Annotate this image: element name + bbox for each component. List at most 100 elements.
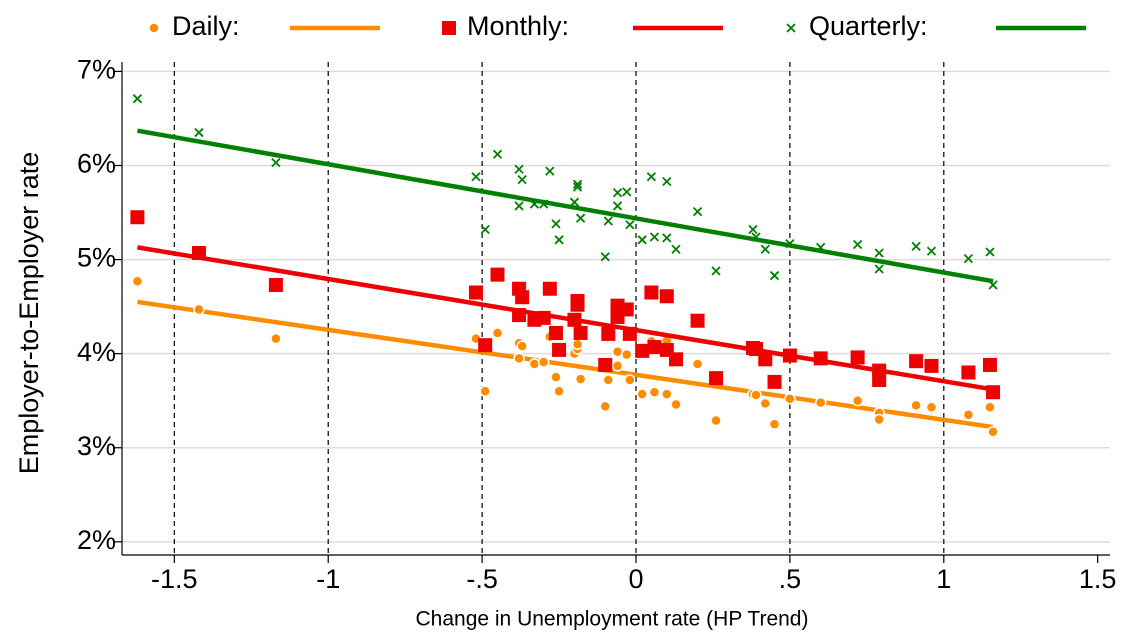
point [600,252,610,262]
point [635,343,650,358]
point [512,308,527,323]
y-tick-label: 2% [77,525,116,555]
point [572,182,583,192]
point [911,241,921,252]
point [528,358,541,370]
point [644,285,659,300]
point [669,352,684,367]
point [567,312,582,327]
x-tick-label: -.5 [466,564,498,594]
point [611,360,624,372]
point [662,233,672,243]
y-tick-label: 3% [77,431,116,461]
point [814,396,827,409]
point [987,426,999,438]
point [478,338,493,353]
point [514,201,524,211]
point [750,389,762,401]
point [619,302,634,317]
point [539,199,549,209]
point [598,357,613,372]
point [637,235,647,245]
point [662,176,672,187]
point [551,219,561,229]
point [671,244,681,254]
legend-marker [786,23,796,33]
point [575,213,586,223]
legend-label: Quarterly: [809,11,928,41]
point [515,290,530,305]
point [491,327,504,339]
x-tick-label: 1 [936,564,951,594]
point [691,358,704,370]
point [910,399,922,412]
x-tick-label: -1 [316,564,340,594]
point [611,346,624,358]
point [471,172,481,182]
point [982,357,997,372]
point [574,373,587,385]
point [572,179,583,189]
point [599,400,611,413]
point [661,388,673,400]
point [492,149,503,159]
x-tick-label: .5 [779,564,802,594]
point [132,94,143,104]
point [542,281,557,296]
point [751,232,761,242]
point [985,247,995,257]
legend-marker [442,21,456,35]
y-tick-label: 4% [77,337,116,367]
point [711,266,721,276]
point [758,352,773,367]
point [963,253,974,264]
point [193,303,205,316]
point [710,414,722,427]
point [130,210,145,225]
x-tick-label: -1.5 [151,564,198,594]
point [909,354,924,369]
y-tick-label: 5% [77,243,116,273]
point [548,325,563,340]
point [924,358,939,373]
point [986,385,1001,400]
point [769,270,780,281]
point [659,289,674,304]
point [648,386,661,398]
point [692,206,703,217]
point [816,242,826,252]
point [601,326,616,341]
point [569,197,580,207]
point [536,310,551,325]
point [649,232,660,242]
point [785,238,795,249]
point [603,216,613,226]
point [625,220,635,230]
point [479,385,491,398]
point [191,245,206,260]
point [873,413,885,426]
y-tick-label: 7% [77,55,116,85]
point [759,397,772,410]
point [690,313,705,328]
point [513,352,525,365]
point [874,248,884,258]
point [514,164,524,174]
point [570,293,585,308]
x-tick-label: 1.5 [1079,564,1117,594]
point [468,285,483,300]
point [782,348,797,363]
point [621,348,633,361]
point [961,365,976,380]
point [529,199,540,209]
point [962,409,975,421]
point [554,235,564,245]
point [670,398,682,411]
point [813,351,828,366]
point [268,277,283,292]
fit-line [136,128,994,284]
x-tick-label: 0 [628,564,643,594]
point [647,340,662,355]
